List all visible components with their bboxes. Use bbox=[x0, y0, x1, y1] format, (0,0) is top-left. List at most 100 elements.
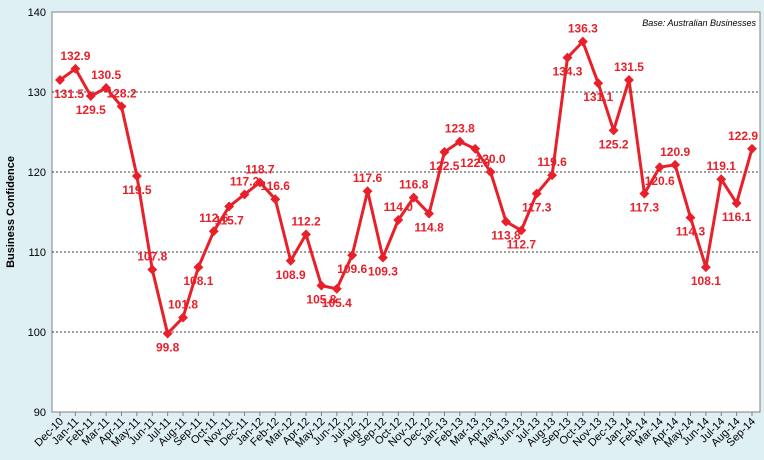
data-label: 119.5 bbox=[122, 183, 152, 197]
data-point bbox=[593, 78, 604, 89]
data-label: 120.6 bbox=[645, 174, 675, 188]
data-point bbox=[101, 83, 112, 93]
data-label: 119.1 bbox=[707, 159, 737, 173]
data-label: 122.9 bbox=[460, 156, 490, 170]
data-label: 122.9 bbox=[728, 129, 758, 143]
data-point bbox=[85, 91, 96, 101]
data-point bbox=[562, 52, 573, 63]
data-label: 114.0 bbox=[384, 200, 414, 214]
data-label: 113.8 bbox=[491, 229, 521, 243]
data-label: 128.2 bbox=[106, 86, 136, 100]
data-point bbox=[485, 167, 496, 177]
data-label: 134.3 bbox=[552, 65, 582, 79]
data-point bbox=[716, 174, 727, 185]
data-point bbox=[362, 186, 373, 197]
data-label: 131.5 bbox=[54, 87, 84, 101]
data-label: 125.2 bbox=[599, 137, 629, 151]
data-point bbox=[285, 255, 296, 266]
data-label: 129.5 bbox=[76, 103, 106, 117]
data-label: 108.1 bbox=[691, 274, 721, 288]
data-label: 132.9 bbox=[60, 49, 90, 63]
data-label: 131.1 bbox=[583, 90, 613, 104]
data-point bbox=[316, 280, 327, 291]
data-point bbox=[393, 215, 404, 225]
data-label: 120.0 bbox=[476, 152, 506, 166]
y-axis-ticks: 90 100 110 120 130 140 bbox=[28, 7, 46, 419]
series-line bbox=[59, 40, 754, 336]
data-label: 130.5 bbox=[91, 68, 121, 82]
data-label: 116.1 bbox=[722, 210, 752, 224]
data-label: 116.8 bbox=[399, 178, 429, 192]
data-point bbox=[131, 171, 142, 181]
data-label: 107.8 bbox=[137, 250, 167, 264]
data-label: 108.9 bbox=[276, 268, 306, 282]
data-point bbox=[577, 36, 588, 47]
data-point bbox=[193, 262, 204, 273]
data-label: 101.8 bbox=[168, 298, 198, 312]
data-label: 115.7 bbox=[214, 213, 244, 227]
data-point bbox=[377, 252, 388, 263]
plot-area bbox=[51, 11, 761, 413]
data-label: 112.6 bbox=[199, 211, 229, 225]
data-label: 117.3 bbox=[522, 201, 552, 215]
y-tick-label: 90 bbox=[34, 407, 46, 419]
data-point bbox=[547, 170, 558, 181]
data-point bbox=[116, 101, 127, 112]
data-label: 116.6 bbox=[261, 179, 291, 193]
data-label: 117.2 bbox=[230, 174, 260, 188]
data-label: 105.4 bbox=[322, 296, 352, 310]
data-label: 108.1 bbox=[183, 274, 213, 288]
data-point bbox=[608, 125, 619, 136]
data-point bbox=[685, 212, 696, 223]
data-point bbox=[439, 147, 450, 157]
y-tick-label: 130 bbox=[28, 87, 46, 99]
data-point bbox=[654, 162, 665, 173]
data-label: 109.6 bbox=[337, 262, 367, 276]
data-point bbox=[301, 229, 311, 240]
y-tick-label: 110 bbox=[28, 247, 46, 259]
data-point bbox=[254, 177, 265, 188]
data-label: 105.8 bbox=[306, 293, 336, 307]
data-label: 118.7 bbox=[245, 162, 275, 176]
data-label: 122.5 bbox=[429, 159, 459, 173]
data-label: 114.3 bbox=[676, 225, 706, 239]
data-label: 112.7 bbox=[507, 237, 537, 251]
data-point bbox=[639, 188, 650, 199]
data-labels: 131.5 132.9 129.5 130.5 128.2 119.5 107.8 99.8 1… bbox=[54, 22, 758, 355]
data-point bbox=[270, 194, 281, 205]
data-point bbox=[516, 225, 527, 236]
data-point bbox=[624, 75, 634, 85]
data-label: 109.3 bbox=[368, 265, 398, 279]
data-point bbox=[55, 75, 65, 85]
data-label: 112.2 bbox=[291, 214, 321, 228]
data-label: 123.8 bbox=[445, 122, 475, 136]
data-point bbox=[501, 216, 511, 227]
data-point bbox=[147, 264, 158, 275]
data-label: 114.8 bbox=[414, 221, 444, 235]
base-annotation: Base: Australian Businesses bbox=[642, 18, 756, 28]
data-label: 117.3 bbox=[630, 201, 660, 215]
data-point bbox=[670, 159, 681, 170]
data-label: 117.6 bbox=[353, 171, 383, 185]
y-tick-label: 120 bbox=[28, 167, 46, 179]
data-label: 119.6 bbox=[537, 155, 567, 169]
data-point bbox=[239, 189, 250, 200]
data-label: 120.9 bbox=[660, 145, 690, 159]
data-point bbox=[208, 226, 219, 237]
data-point bbox=[178, 312, 188, 323]
y-axis-label: Business Confidence bbox=[5, 156, 17, 268]
data-point bbox=[331, 283, 342, 294]
data-point bbox=[224, 201, 235, 212]
series-markers bbox=[55, 36, 757, 339]
data-point bbox=[162, 328, 173, 339]
data-label: 136.3 bbox=[568, 22, 598, 36]
data-point bbox=[408, 192, 419, 203]
data-label: 131.5 bbox=[614, 60, 644, 74]
y-tick-label: 140 bbox=[28, 7, 46, 19]
data-point bbox=[731, 198, 742, 209]
data-point bbox=[424, 208, 435, 219]
data-label: 99.8 bbox=[156, 341, 180, 355]
y-tick-label: 100 bbox=[28, 327, 46, 339]
data-point bbox=[70, 63, 81, 74]
